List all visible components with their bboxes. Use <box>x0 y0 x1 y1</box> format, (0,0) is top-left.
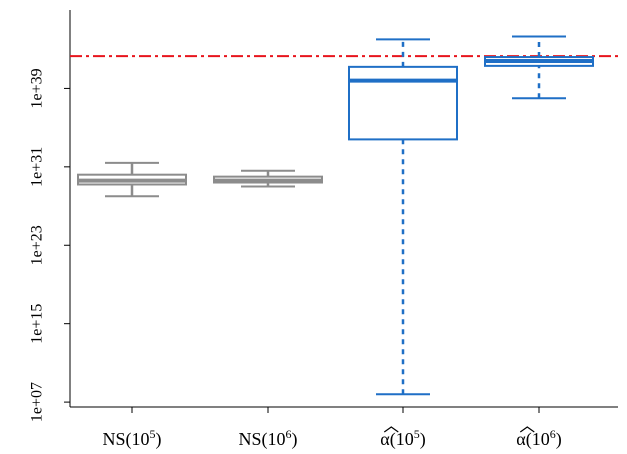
x-axis-labels: NS(105) NS(106) α(105) α(106) <box>102 426 562 450</box>
x-tick-label: NS(105) <box>102 427 161 450</box>
axes: 1e+07 1e+15 1e+23 1e+31 1e+39 <box>29 10 618 422</box>
y-tick-label: 1e+39 <box>29 68 46 108</box>
iqr-box <box>348 65 458 141</box>
x-tick-label: α(106) <box>516 427 561 450</box>
y-tick-label: 1e+23 <box>29 225 46 265</box>
y-tick-label: 1e+07 <box>29 382 46 422</box>
box-1 <box>77 161 187 198</box>
hat-accent <box>383 426 399 433</box>
hat-accent <box>519 426 535 433</box>
box-2 <box>213 169 323 188</box>
y-tick-label: 1e+31 <box>29 147 46 187</box>
box-3 <box>348 38 458 396</box>
box-4 <box>484 35 594 100</box>
x-tick-label: α(105) <box>380 427 425 450</box>
x-tick-label: NS(106) <box>238 427 297 450</box>
boxes-group <box>77 35 594 396</box>
y-tick-label: 1e+15 <box>29 304 46 344</box>
